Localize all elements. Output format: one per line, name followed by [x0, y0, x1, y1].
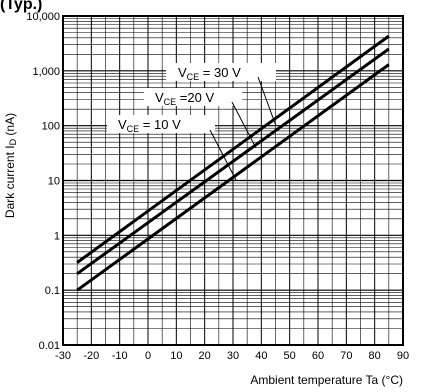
- series-line-2: [76, 47, 390, 275]
- x-tick-label: -10: [112, 350, 128, 362]
- x-tick-label: 90: [397, 350, 409, 362]
- y-tick-label: 1: [54, 230, 60, 242]
- x-tick-label: 20: [199, 350, 211, 362]
- y-axis-label: Dark current ID (nA): [3, 113, 18, 218]
- x-tick-label: 10: [170, 350, 182, 362]
- typical-header: (Typ.): [0, 0, 42, 13]
- y-tick-label: 0.1: [45, 285, 60, 297]
- annotation-background: [107, 115, 215, 133]
- annotation-background: [144, 88, 242, 106]
- y-tick-label: 1,000: [32, 66, 60, 78]
- y-tick-labels: 0.01 0.1 1 10 100 1,000 10,000: [26, 11, 60, 352]
- series-label-3: VCE = 10 V: [118, 117, 181, 134]
- y-tick-label: 10,000: [26, 11, 60, 23]
- y-tick-label: 10: [48, 176, 60, 188]
- x-tick-labels: -30 -20 -10 0 10 20 30 40 50 60 70 80 90: [55, 350, 409, 362]
- y-tick-label: 100: [42, 121, 60, 133]
- series-label-1: VCE = 30 V: [178, 65, 241, 82]
- annotation-leader: [231, 101, 257, 149]
- series-line-3: [76, 63, 390, 292]
- annotation-leader: [209, 129, 237, 181]
- x-tick-label: -20: [83, 350, 99, 362]
- plot-frame: [62, 15, 404, 346]
- x-tick-label: 50: [284, 350, 296, 362]
- series-annotations: VCE = 30 V VCE =20 V VCE = 10 V: [107, 63, 277, 181]
- series-lines: [76, 34, 390, 292]
- x-tick-label: 30: [227, 350, 239, 362]
- annotation-leader: [257, 76, 277, 127]
- x-tick-label: 60: [312, 350, 324, 362]
- x-tick-label: 80: [369, 350, 381, 362]
- series-label-2: VCE =20 V: [155, 90, 214, 107]
- y-tick-label: 0.01: [39, 340, 60, 352]
- annotation-background: [166, 63, 276, 81]
- x-tick-label: 70: [340, 350, 352, 362]
- x-axis-label: Ambient temperature Ta (°C): [250, 373, 403, 387]
- x-tick-label: 0: [145, 350, 151, 362]
- x-tick-label: -30: [55, 350, 71, 362]
- x-tick-label: 40: [255, 350, 267, 362]
- series-line-1: [76, 34, 390, 264]
